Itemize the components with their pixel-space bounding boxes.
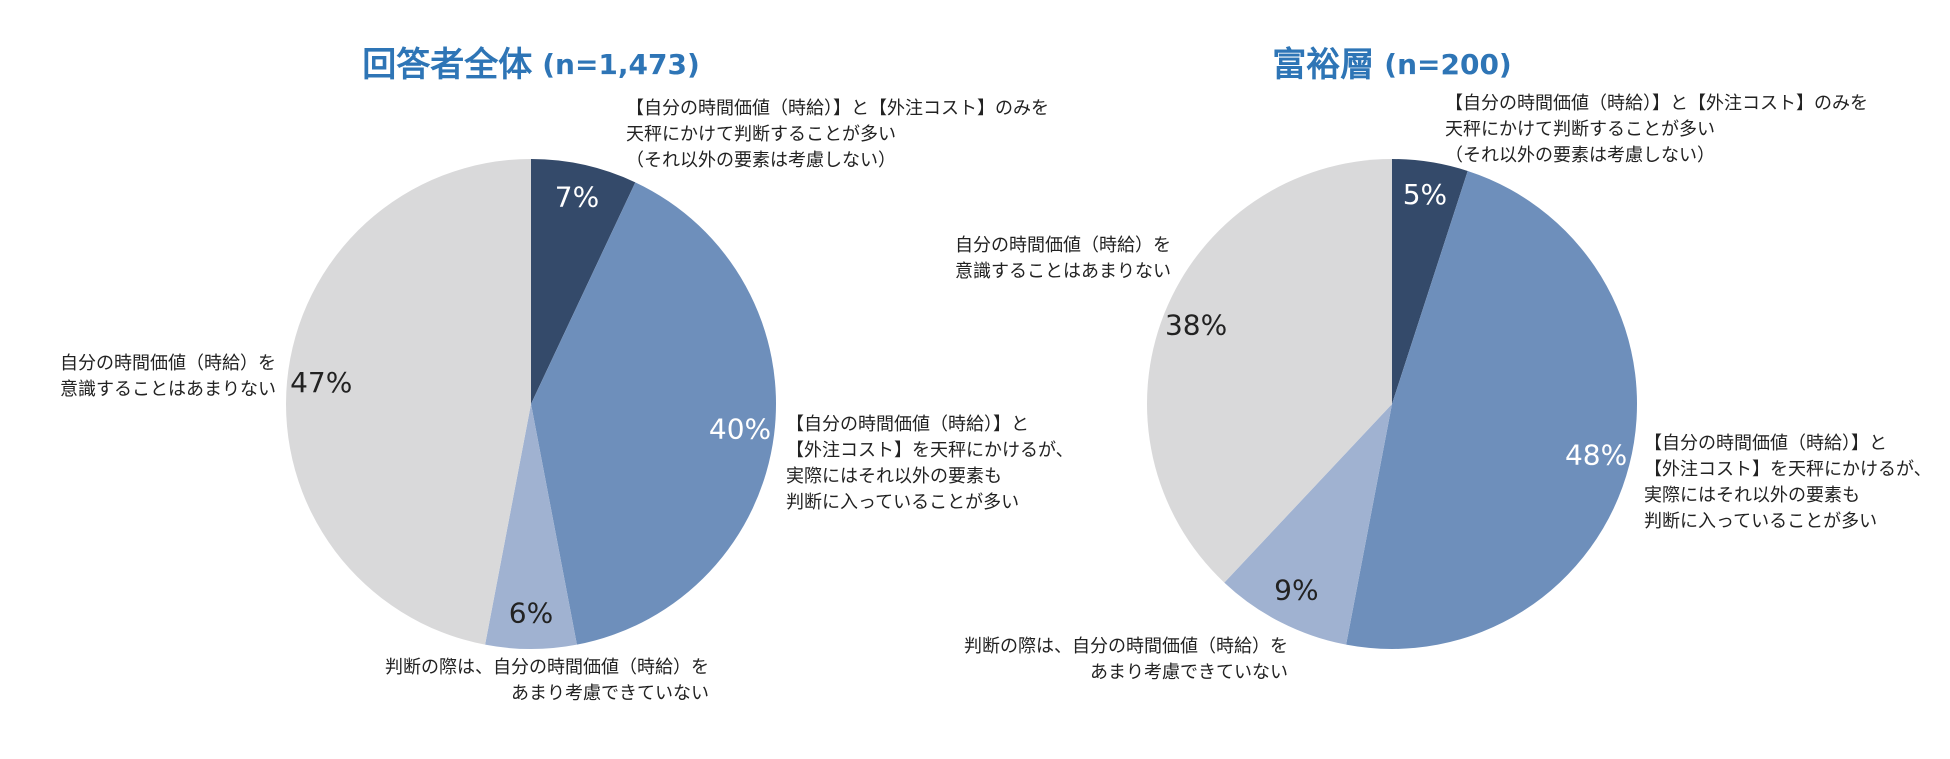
value-label: 9% bbox=[1274, 574, 1318, 607]
category-label: 【自分の時間価値（時給）】と【外注コスト】のみを天秤にかけて判断することが多い （… bbox=[626, 98, 1049, 171]
category-label: 自分の時間価値（時給）を意識することはあまりない bbox=[955, 235, 1171, 282]
chart-title: 回答者全体 (n=1,473) bbox=[362, 45, 700, 85]
pie-slice bbox=[1224, 404, 1392, 645]
label-line: （それ以外の要素は考慮しない） bbox=[1445, 145, 1715, 166]
value-label: 47% bbox=[290, 366, 352, 399]
title-sample: (n=200) bbox=[1384, 48, 1511, 81]
title-main: 回答者全体 bbox=[362, 45, 532, 85]
label-line: 実際にはそれ以外の要素も bbox=[786, 466, 1002, 487]
label-line: 判断に入っていることが多い bbox=[1644, 511, 1877, 532]
label-line: 【自分の時間価値（時給）】と【外注コスト】のみを bbox=[1445, 93, 1868, 114]
value-label: 7% bbox=[555, 180, 599, 213]
category-label: 自分の時間価値（時給）を意識することはあまりない bbox=[60, 353, 276, 400]
label-line: 判断の際は、自分の時間価値（時給）を bbox=[385, 657, 709, 678]
category-label: 【自分の時間価値（時給）】と【外注コスト】を天秤にかけるが、実際にはそれ以外の要… bbox=[1644, 433, 1932, 532]
pie-slice bbox=[285, 158, 531, 645]
label-line: 意識することはあまりない bbox=[955, 261, 1171, 282]
label-line: 【自分の時間価値（時給）】と bbox=[786, 414, 1029, 435]
label-line: 判断の際は、自分の時間価値（時給）を bbox=[964, 636, 1288, 657]
pie-slice bbox=[485, 404, 577, 649]
pie-slice bbox=[1392, 159, 1468, 404]
value-label: 40% bbox=[709, 412, 771, 445]
label-line: 【自分の時間価値（時給）】と【外注コスト】のみを bbox=[626, 98, 1049, 119]
value-label: 6% bbox=[509, 597, 553, 630]
label-line: 天秤にかけて判断することが多い bbox=[1445, 119, 1715, 140]
category-label: 【自分の時間価値（時給）】と【外注コスト】を天秤にかけるが、実際にはそれ以外の要… bbox=[786, 414, 1074, 513]
label-line: 実際にはそれ以外の要素も bbox=[1644, 485, 1860, 506]
pie-slice bbox=[1346, 170, 1637, 650]
label-line: （それ以外の要素は考慮しない） bbox=[626, 150, 896, 171]
label-line: 意識することはあまりない bbox=[60, 379, 276, 400]
chart-title: 富裕層 (n=200) bbox=[1272, 45, 1511, 85]
title-sample: (n=1,473) bbox=[542, 48, 700, 81]
value-label: 5% bbox=[1403, 178, 1447, 211]
title-main: 富裕層 bbox=[1272, 45, 1374, 85]
pie-slice bbox=[1147, 158, 1392, 583]
label-line: 【自分の時間価値（時給）】と bbox=[1644, 433, 1887, 454]
label-line: 判断に入っていることが多い bbox=[786, 492, 1019, 513]
label-line: あまり考慮できていない bbox=[1090, 662, 1288, 683]
category-label: 【自分の時間価値（時給）】と【外注コスト】のみを天秤にかけて判断することが多い （… bbox=[1445, 93, 1868, 166]
pie-slice bbox=[531, 159, 636, 404]
label-line: 【外注コスト】を天秤にかけるが、 bbox=[1644, 459, 1932, 480]
label-line: 自分の時間価値（時給）を bbox=[955, 235, 1171, 256]
value-label: 48% bbox=[1565, 438, 1627, 471]
value-label: 38% bbox=[1165, 308, 1227, 341]
label-line: 自分の時間価値（時給）を bbox=[60, 353, 276, 374]
category-label: 判断の際は、自分の時間価値（時給）をあまり考慮できていない bbox=[964, 636, 1288, 683]
label-line: 【外注コスト】を天秤にかけるが、 bbox=[786, 440, 1074, 461]
pie-slice bbox=[531, 182, 776, 645]
category-label: 判断の際は、自分の時間価値（時給）をあまり考慮できていない bbox=[385, 657, 709, 704]
label-line: あまり考慮できていない bbox=[511, 683, 709, 704]
label-line: 天秤にかけて判断することが多い bbox=[626, 124, 896, 145]
